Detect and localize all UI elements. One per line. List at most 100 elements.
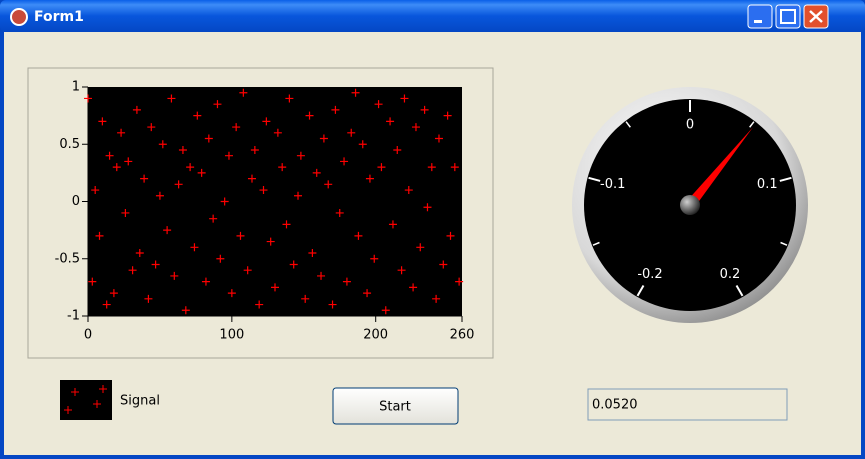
gauge-tick [636, 285, 645, 297]
scatter-point [95, 231, 104, 240]
scatter-point [443, 111, 452, 120]
scatter-point [121, 208, 130, 217]
scatter-point [140, 174, 149, 183]
maximize-icon [780, 9, 796, 24]
scatter-point [455, 277, 464, 286]
scatter-point [342, 277, 351, 286]
scatter-point [409, 283, 418, 292]
scatter-point [128, 266, 137, 275]
gauge-minor-tick [625, 121, 631, 128]
scatter-point [397, 266, 406, 275]
scatter-point [404, 186, 413, 195]
scatter-point [347, 128, 356, 137]
scatter-point [117, 128, 126, 137]
minimize-button[interactable] [747, 4, 773, 29]
scatter-point [124, 157, 133, 166]
scatter-point [232, 123, 241, 132]
scatter-point [319, 134, 328, 143]
scatter-point [294, 191, 303, 200]
scatter-point [105, 151, 114, 160]
x-tick-label: 0 [84, 328, 92, 343]
scatter-point [285, 94, 294, 103]
scatter-point [135, 249, 144, 258]
scatter-point [98, 117, 107, 126]
y-tick-label: 0 [72, 194, 80, 209]
scatter-point [155, 191, 164, 200]
window-title: Form1 [34, 9, 84, 25]
scatter-point [243, 266, 252, 275]
close-icon [809, 10, 823, 23]
minimize-icon [754, 20, 762, 23]
scatter-point [331, 105, 340, 114]
scatter-point [236, 231, 245, 240]
scatter-point [220, 197, 229, 206]
scatter-point [446, 231, 455, 240]
scatter-point [178, 145, 187, 154]
scatter-point [201, 277, 210, 286]
scatter-point [393, 145, 402, 154]
maximize-button[interactable] [775, 4, 801, 29]
x-tick-label: 100 [219, 328, 244, 343]
scatter-point [423, 203, 432, 212]
y-tick-label: 1 [72, 80, 80, 95]
start-button-label: Start [379, 400, 411, 415]
scatter-point [317, 271, 326, 280]
scatter-point [416, 243, 425, 252]
gauge-tick [588, 176, 601, 182]
start-button[interactable] [332, 387, 459, 425]
scatter-point [420, 105, 429, 114]
scatter-point [381, 306, 390, 315]
scatter-point [363, 289, 372, 298]
scatter-point [388, 220, 397, 229]
scatter-point [144, 294, 153, 303]
legend-label: Signal [120, 394, 160, 409]
scatter-point [312, 168, 321, 177]
scatter-point [386, 117, 395, 126]
gauge-hub [680, 195, 700, 215]
scatter-point [296, 151, 305, 160]
scatter-point [163, 226, 172, 235]
y-tick-label: -0.5 [55, 251, 80, 266]
scatter-point [301, 294, 310, 303]
value-textbox[interactable] [587, 388, 788, 421]
scatter-point [151, 260, 160, 269]
scatter-point [167, 94, 176, 103]
x-tick-label: 200 [363, 328, 388, 343]
scatter-point [112, 163, 121, 172]
gauge-minor-tick [749, 121, 755, 128]
gauge-tick [779, 176, 792, 182]
scatter-point [216, 254, 225, 263]
scatter-point [158, 140, 167, 149]
scatter-point [434, 134, 443, 143]
scatter-point [351, 88, 360, 97]
gauge-tick-label: 0.2 [720, 267, 741, 282]
gauge-tick-label: -0.1 [600, 177, 625, 192]
scatter-point [377, 163, 386, 172]
scatter-point [411, 123, 420, 132]
scatter-point [239, 88, 248, 97]
scatter-point [170, 271, 179, 280]
scatter-point [193, 111, 202, 120]
scatter-point [186, 163, 195, 172]
plot-area [88, 87, 462, 316]
scatter-point [370, 254, 379, 263]
scatter-point [255, 300, 264, 309]
scatter-point [289, 260, 298, 269]
scatter-point [305, 111, 314, 120]
scatter-point [278, 163, 287, 172]
scatter-point [250, 145, 259, 154]
scatter-point [427, 163, 436, 172]
gauge-tick-label: 0.1 [757, 177, 778, 192]
scatter-point [102, 300, 111, 309]
app-icon [10, 8, 28, 26]
scatter-point [91, 186, 100, 195]
scatter-point [439, 260, 448, 269]
scatter-point [84, 94, 92, 103]
y-tick-label: -1 [67, 309, 80, 324]
scatter-point [328, 300, 337, 309]
scatter-point [147, 123, 156, 132]
scatter-point [354, 231, 363, 240]
legend-swatch-markers [64, 385, 107, 414]
gauge-minor-tick [592, 241, 600, 246]
